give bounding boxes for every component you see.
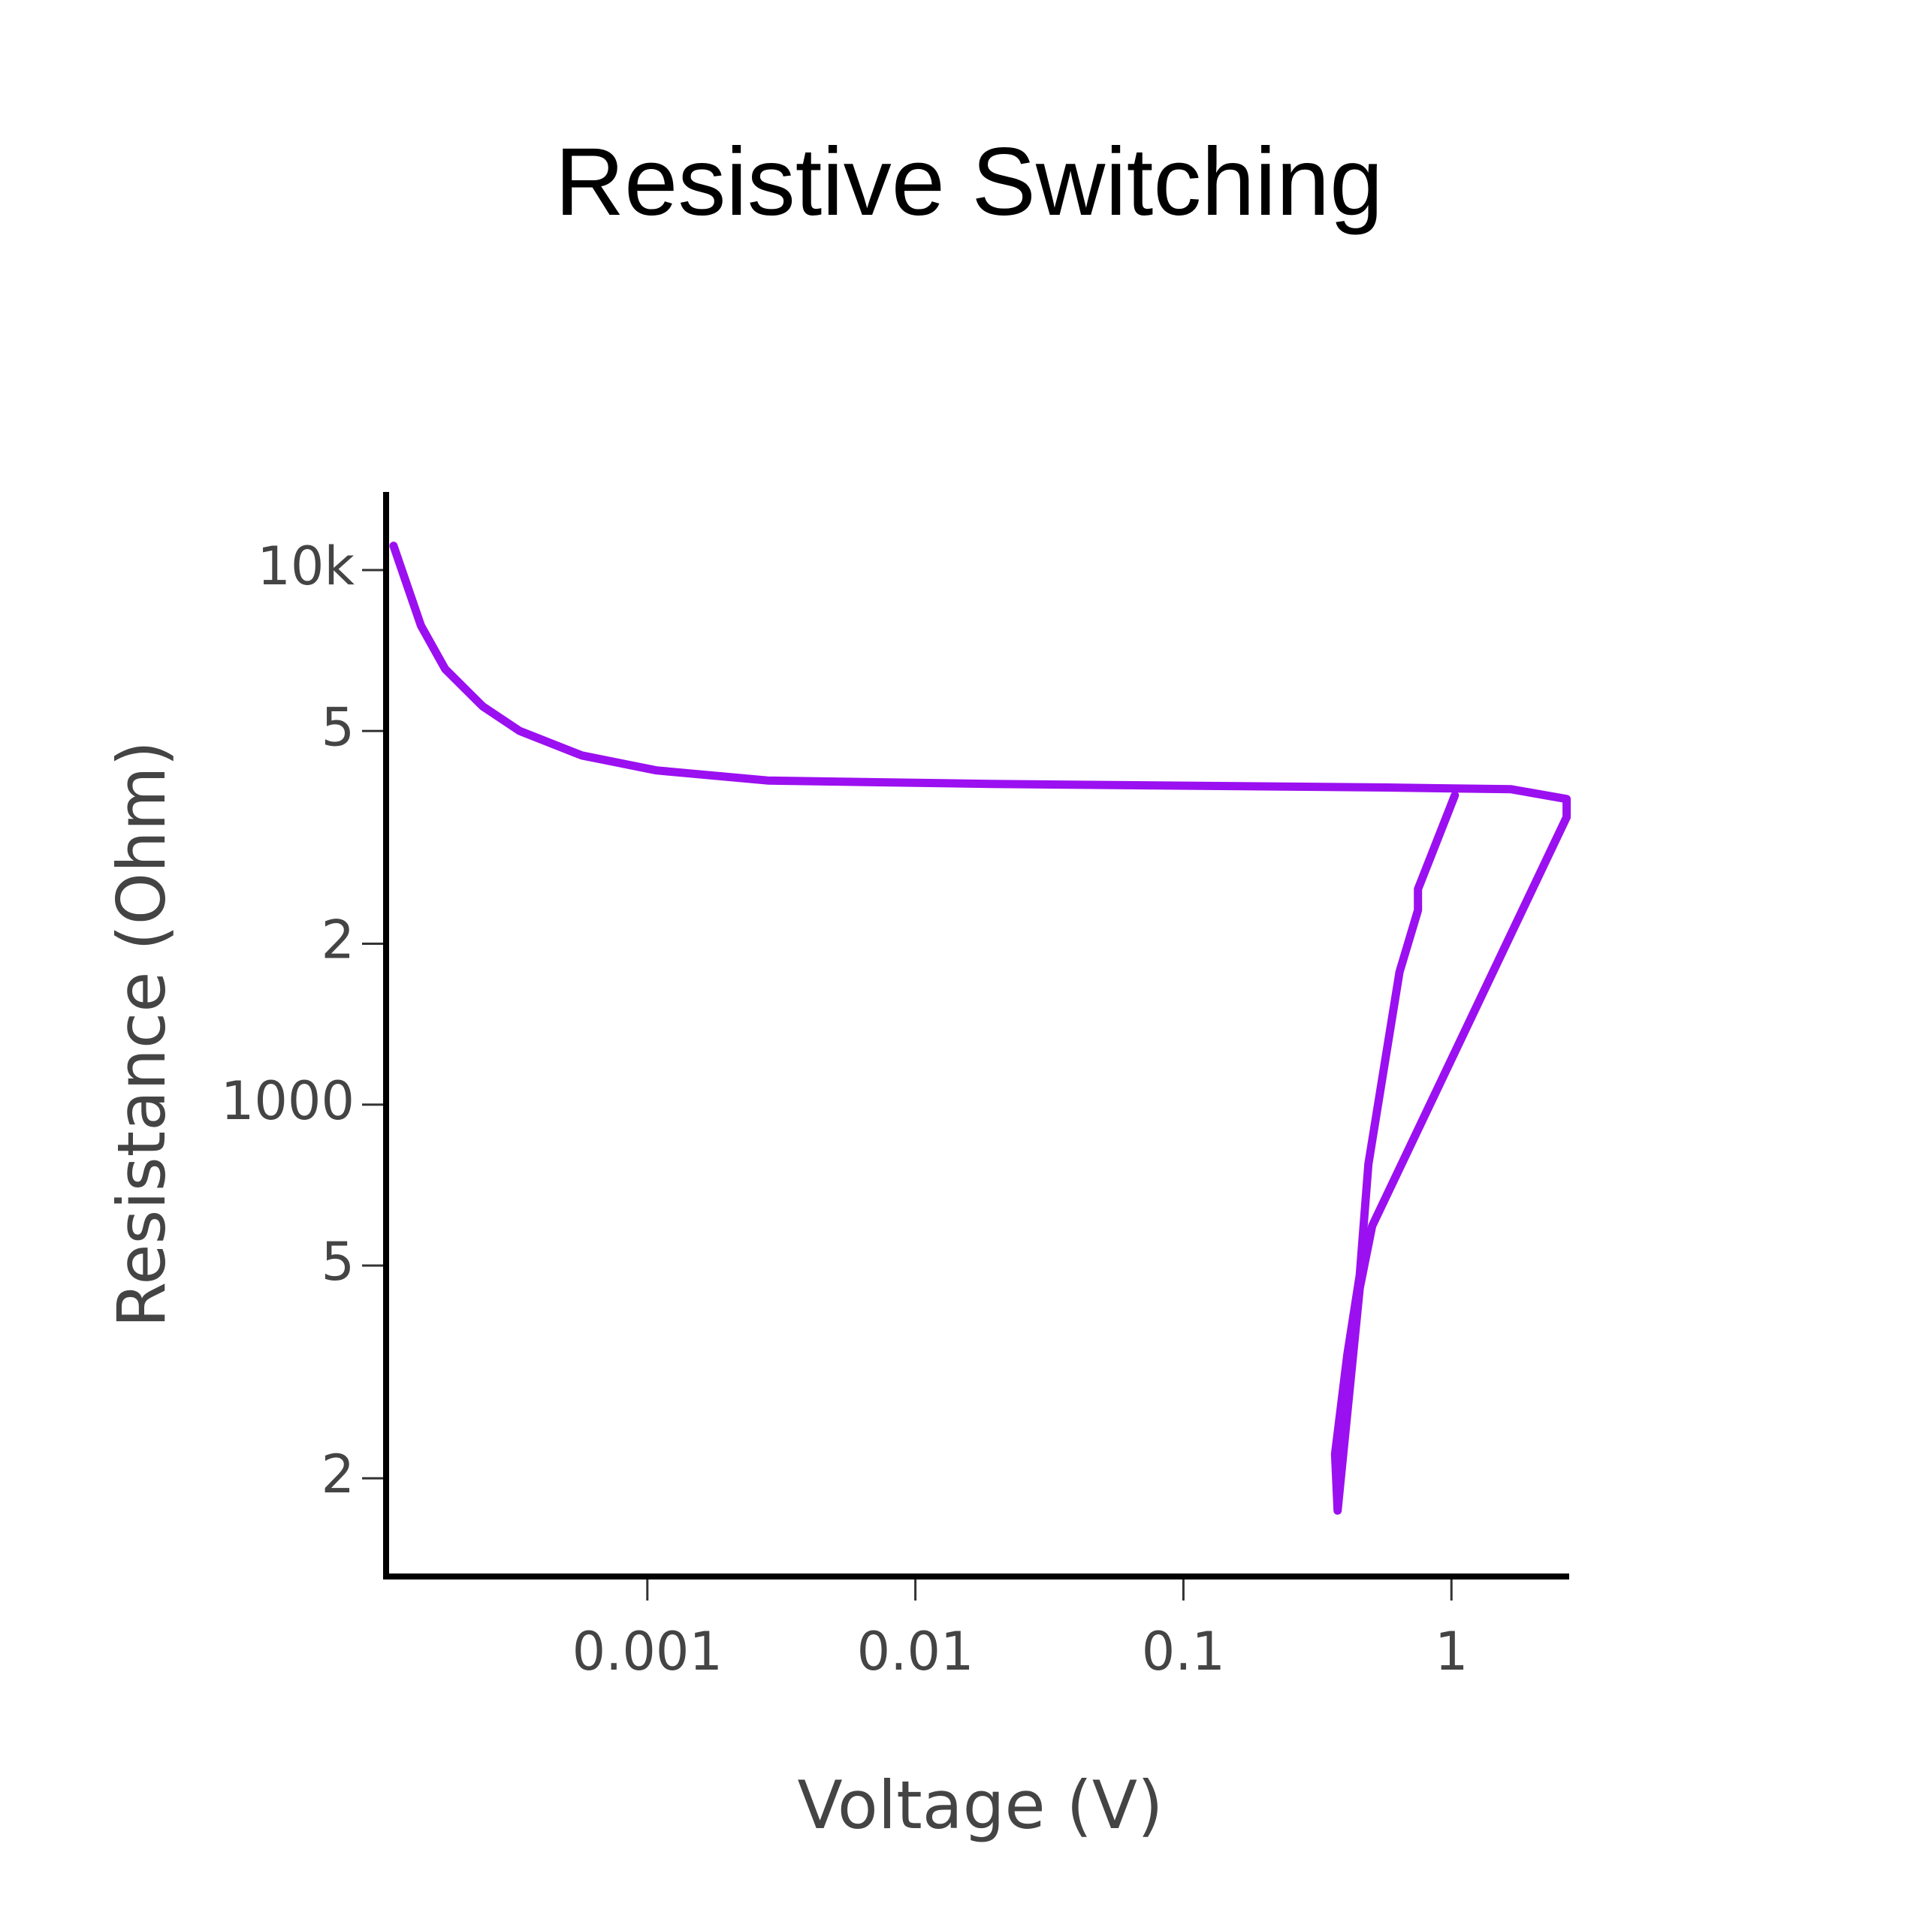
y-tick-label: 1000 <box>221 1070 355 1132</box>
y-tick-label: 10k <box>257 536 355 597</box>
x-tick-label: 0.001 <box>572 1621 723 1682</box>
x-tick-label: 1 <box>1435 1621 1469 1682</box>
x-tick-label: 0.01 <box>857 1621 974 1682</box>
x-tick-label: 0.1 <box>1142 1621 1225 1682</box>
y-tick-label: 2 <box>321 1444 355 1505</box>
y-tick-label: 5 <box>321 696 355 758</box>
y-tick-label: 2 <box>321 910 355 971</box>
y-tick-label: 5 <box>321 1231 355 1293</box>
x-axis-label: Voltage (V) <box>798 1767 1164 1844</box>
data-line <box>389 542 1571 1515</box>
chart-title: Resistive Switching <box>555 128 1384 236</box>
y-axis-label: Resistance (Ohm) <box>103 741 180 1328</box>
